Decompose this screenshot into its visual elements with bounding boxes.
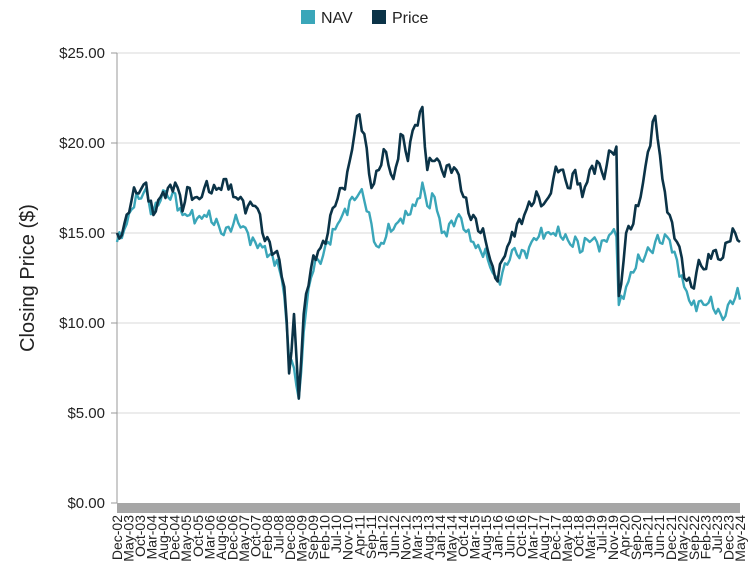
series-line-price — [115, 105, 741, 400]
x-tick-label: May-18 — [559, 515, 575, 562]
x-tick-label: Jul-08 — [271, 515, 287, 553]
x-tick-label: Jul-23 — [709, 515, 725, 553]
x-tick-label: May-09 — [294, 515, 310, 562]
x-tick-label: Jan-12 — [374, 515, 390, 558]
x-tick-label: Mar-13 — [409, 515, 425, 560]
x-tick-label: Mar-17 — [524, 515, 540, 560]
x-tick-label: Feb-08 — [259, 515, 275, 560]
x-tick-label: May-22 — [674, 515, 690, 562]
legend-label-price: Price — [392, 10, 429, 27]
x-tick-label: Sep-11 — [363, 515, 379, 559]
x-tick-label: Dec-23 — [721, 515, 737, 560]
x-tick-label: Sep-09 — [305, 515, 321, 560]
x-tick-label: Mar-06 — [201, 515, 217, 560]
x-tick-label: Dec-06 — [224, 515, 240, 560]
series-line-nav — [115, 181, 742, 400]
x-tick-label: Oct-18 — [571, 515, 587, 557]
x-tick-label: May-14 — [444, 515, 460, 562]
x-tick-label: Jul-10 — [328, 515, 344, 553]
x-tick-label: Mar-19 — [582, 515, 598, 560]
y-axis-title: Closing Price ($) — [17, 204, 39, 352]
x-tick-label: Apr-11 — [351, 515, 367, 556]
y-axis-ticks: $0.00 $5.00 $10.00 $15.00 $20.00 $25.00 — [59, 45, 118, 512]
legend-swatch-price — [372, 10, 386, 24]
x-tick-label: Dec-04 — [167, 515, 183, 560]
x-tick-label: Mar-15 — [467, 515, 483, 560]
x-tick-label: Jun-16 — [501, 515, 517, 558]
y-tick-label: $10.00 — [59, 315, 105, 332]
x-tick-label: Apr-20 — [617, 515, 633, 557]
x-tick-label: Jun-21 — [651, 515, 667, 558]
x-tick-label: Dec-21 — [663, 515, 679, 560]
x-tick-label: Jul-19 — [594, 515, 610, 553]
y-tick-label: $25.00 — [59, 45, 105, 62]
x-tick-label: Sep-20 — [628, 515, 644, 560]
x-tick-label: Jan-21 — [640, 515, 656, 558]
x-tick-label: Jan-16 — [490, 515, 506, 558]
x-tick-label: Oct-07 — [247, 515, 263, 557]
x-tick-label: Nov-19 — [605, 515, 621, 560]
series-lines — [115, 105, 742, 400]
y-tick-label: $5.00 — [67, 405, 105, 422]
x-tick-label: Aug-13 — [421, 515, 437, 560]
gridlines — [117, 52, 740, 414]
x-tick-label: Aug-04 — [155, 515, 171, 560]
x-tick-label: Dec-02 — [109, 515, 125, 560]
x-tick-label: Oct-14 — [455, 515, 471, 557]
x-tick-label: Nov-12 — [397, 515, 413, 560]
x-tick-label: Feb-23 — [697, 515, 713, 560]
x-tick-label: May-24 — [732, 515, 748, 562]
x-tick-label: May-07 — [236, 515, 252, 562]
x-tick-label: Sep-22 — [686, 515, 702, 560]
x-tick-label: Jun-12 — [386, 515, 402, 558]
x-tick-label: Dec-08 — [282, 515, 298, 560]
legend: NAV Price — [301, 10, 429, 27]
x-axis-band — [117, 503, 740, 513]
legend-swatch-nav — [301, 10, 315, 24]
legend-label-nav: NAV — [321, 10, 353, 27]
x-axis-ticks: Dec-02May-03Oct-03Mar-04Aug-04Dec-04May-… — [109, 515, 748, 562]
x-tick-label: Dec-17 — [547, 515, 563, 560]
x-tick-label: Feb-10 — [317, 515, 333, 560]
x-tick-label: Oct-16 — [513, 515, 529, 557]
x-tick-label: Jan-14 — [432, 515, 448, 558]
x-tick-label: May-03 — [121, 515, 137, 562]
x-tick-label: Mar-04 — [144, 515, 160, 560]
y-tick-label: $0.00 — [67, 495, 105, 512]
x-tick-label: Aug-15 — [478, 515, 494, 560]
x-tick-label: Oct-03 — [132, 515, 148, 557]
x-tick-label: Aug-06 — [213, 515, 229, 560]
x-tick-label: Oct-05 — [190, 515, 206, 557]
y-tick-label: $20.00 — [59, 135, 105, 152]
x-tick-label: Aug-17 — [536, 515, 552, 560]
y-tick-label: $15.00 — [59, 225, 105, 242]
x-tick-label: May-05 — [178, 515, 194, 562]
x-tick-label: Nov-10 — [340, 515, 356, 560]
